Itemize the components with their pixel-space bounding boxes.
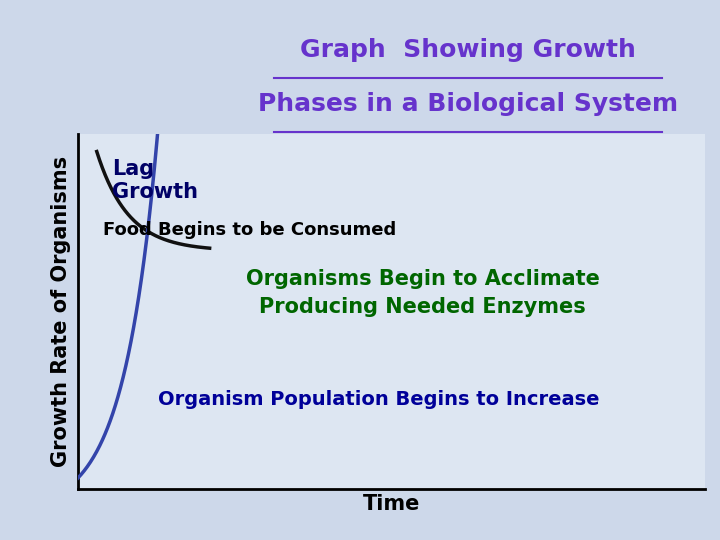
Text: Phases in a Biological System: Phases in a Biological System	[258, 92, 678, 116]
Text: Food Begins to be Consumed: Food Begins to be Consumed	[103, 221, 396, 239]
Text: Organism Population Begins to Increase: Organism Population Begins to Increase	[158, 390, 600, 409]
Text: Lag
Growth: Lag Growth	[112, 159, 199, 202]
Text: Organisms Begin to Acclimate
Producing Needed Enzymes: Organisms Begin to Acclimate Producing N…	[246, 269, 600, 318]
Y-axis label: Growth Rate of Organisms: Growth Rate of Organisms	[51, 156, 71, 467]
Text: Graph  Showing Growth: Graph Showing Growth	[300, 38, 636, 62]
X-axis label: Time: Time	[363, 494, 420, 514]
